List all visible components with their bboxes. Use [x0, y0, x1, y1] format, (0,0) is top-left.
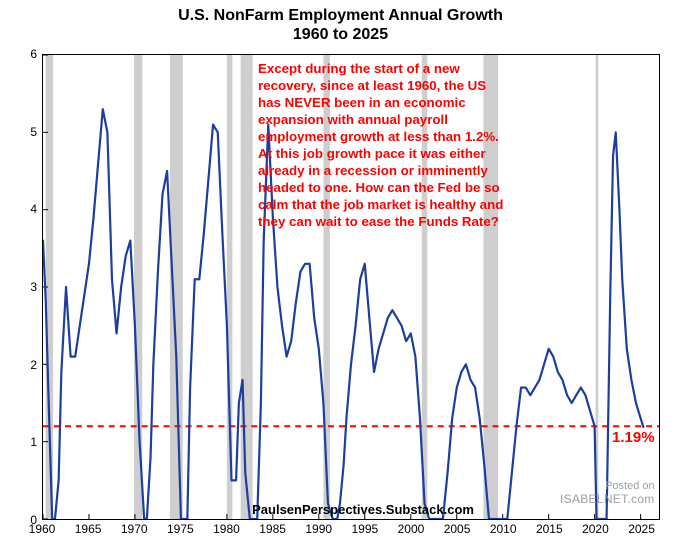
x-tick-label: 1965 [75, 522, 102, 536]
annotation-line: already in a recession or imminently [258, 162, 503, 179]
annotation-line: At this job growth pace it was either [258, 145, 503, 162]
x-tick-label: 1980 [213, 522, 240, 536]
x-tick-label: 1970 [121, 522, 148, 536]
x-tick-label: 2020 [582, 522, 609, 536]
x-tick-label: 1975 [167, 522, 194, 536]
annotation-line: Except during the start of a new [258, 60, 503, 77]
x-tick-label: 1985 [259, 522, 286, 536]
x-tick-label: 2000 [398, 522, 425, 536]
chart-root: U.S. NonFarm Employment Annual Growth 19… [0, 0, 681, 544]
title-line-1: U.S. NonFarm Employment Annual Growth [0, 6, 681, 25]
x-tick-label: 2010 [490, 522, 517, 536]
reference-line-label: 1.19% [612, 429, 655, 446]
y-tick-label: 5 [3, 125, 37, 139]
annotation-line: recovery, since at least 1960, the US [258, 77, 503, 94]
chart-title: U.S. NonFarm Employment Annual Growth 19… [0, 6, 681, 44]
annotation-line: has NEVER been in an economic [258, 94, 503, 111]
x-tick-label: 1960 [29, 522, 56, 536]
annotation-line: they can wait to ease the Funds Rate? [258, 213, 503, 230]
title-line-2: 1960 to 2025 [0, 25, 681, 44]
y-tick-label: 2 [3, 358, 37, 372]
y-tick-label: 3 [3, 280, 37, 294]
annotation-line: employment growth at less than 1.2%. [258, 128, 503, 145]
annotation-line: expansion with annual payroll [258, 111, 503, 128]
annotation-line: headed to one. How can the Fed be so [258, 179, 503, 196]
y-tick-label: 4 [3, 202, 37, 216]
y-tick-label: 6 [3, 47, 37, 61]
x-tick-label: 2005 [444, 522, 471, 536]
y-tick-label: 1 [3, 435, 37, 449]
x-tick-label: 1990 [305, 522, 332, 536]
x-tick-label: 2015 [536, 522, 563, 536]
annotation-text: Except during the start of a newrecovery… [258, 60, 503, 230]
posted-brand: ISABELNET.com [560, 493, 655, 507]
credit-text: PaulsenPerspectives.Substack.com [252, 502, 474, 517]
posted-line-1: Posted on [560, 480, 655, 493]
posted-on: Posted on ISABELNET.com [560, 480, 655, 506]
annotation-line: calm that the job market is healthy and [258, 196, 503, 213]
x-tick-label: 2025 [628, 522, 655, 536]
x-tick-label: 1995 [351, 522, 378, 536]
